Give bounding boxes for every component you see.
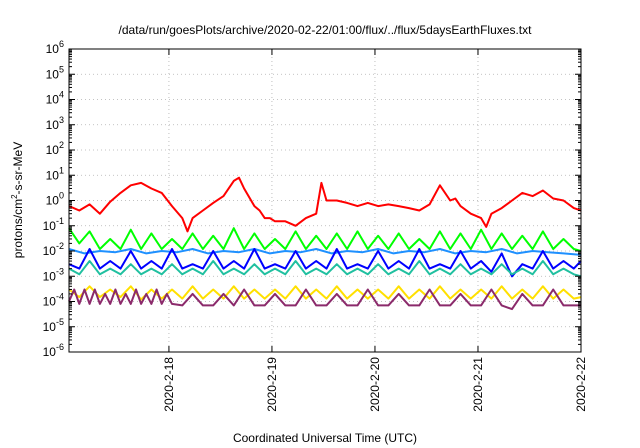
y-tick-label: 101 [46,165,64,182]
x-tick-label: 2020-2-18 [162,357,176,412]
series-line-5 [68,260,582,278]
y-tick-label: 10-3 [43,266,64,283]
y-tick-label: 10-6 [43,342,64,359]
y-tick-base: 10 [46,143,60,157]
y-tick-base: 10 [43,345,57,359]
y-tick-base: 10 [46,42,60,56]
series-line-1 [68,176,582,233]
y-tick-base: 10 [46,67,60,81]
y-tick-exp: -5 [56,317,64,327]
y-tick-label: 102 [46,140,64,157]
y-tick-exp: -1 [56,216,64,226]
y-axis-label-rest: -s-sr-MeV [11,142,25,195]
y-tick-exp: 3 [59,115,64,125]
series-line-3 [68,248,582,256]
y-tick-label: 10-1 [43,216,64,233]
y-tick-label: 105 [46,64,64,81]
y-tick-exp: -2 [56,241,64,251]
y-tick-exp: 2 [59,140,64,150]
y-axis-label: protons/cm2-s-sr-MeV [10,142,25,258]
y-tick-base: 10 [46,93,60,107]
y-tick-exp: 0 [59,191,64,201]
y-tick-base: 10 [46,168,60,182]
y-axis-label-sup: 2 [10,194,19,199]
series-line-7 [68,288,581,311]
y-tick-exp: 5 [59,64,64,74]
y-tick-label: 10-2 [43,241,64,258]
y-tick-exp: -4 [56,292,64,302]
x-tick-label: 2020-2-20 [368,357,382,412]
y-tick-exp: -6 [56,342,64,352]
series-line-4 [68,248,582,278]
y-tick-exp: -3 [56,266,64,276]
x-tick-label: 2020-2-22 [574,357,588,412]
y-axis-label-main: protons/cm [11,199,25,258]
y-tick-label: 106 [46,39,64,56]
y-tick-exp: 4 [59,90,64,100]
y-tick-label: 104 [46,90,64,107]
x-axis: 2020-2-18 2020-2-19 2020-2-20 2020-2-21 2020… [162,49,588,412]
y-tick-exp: 6 [59,39,64,49]
y-tick-base: 10 [43,269,57,283]
y-tick-label: 100 [46,191,64,208]
y-tick-base: 10 [43,219,57,233]
y-tick-base: 10 [46,194,60,208]
y-tick-base: 10 [46,118,60,132]
y-tick-base: 10 [43,295,57,309]
x-axis-label: Coordinated Universal Time (UTC) [233,431,417,445]
x-tick-label: 2020-2-19 [265,357,279,412]
y-tick-exp: 1 [59,165,64,175]
series-group [68,176,582,311]
y-axis: 10-610-510-410-310-210-11001011021031041… [43,39,581,359]
chart-title: /data/run/goesPlots/archive/2020-02-22/0… [119,23,533,37]
y-tick-label: 10-5 [43,317,64,334]
series-line-6 [68,285,582,301]
y-tick-base: 10 [43,244,57,258]
y-tick-base: 10 [43,320,57,334]
y-tick-label: 103 [46,115,64,132]
y-tick-label: 10-4 [43,292,64,309]
x-tick-label: 2020-2-21 [471,357,485,412]
series-line-2 [68,227,582,252]
